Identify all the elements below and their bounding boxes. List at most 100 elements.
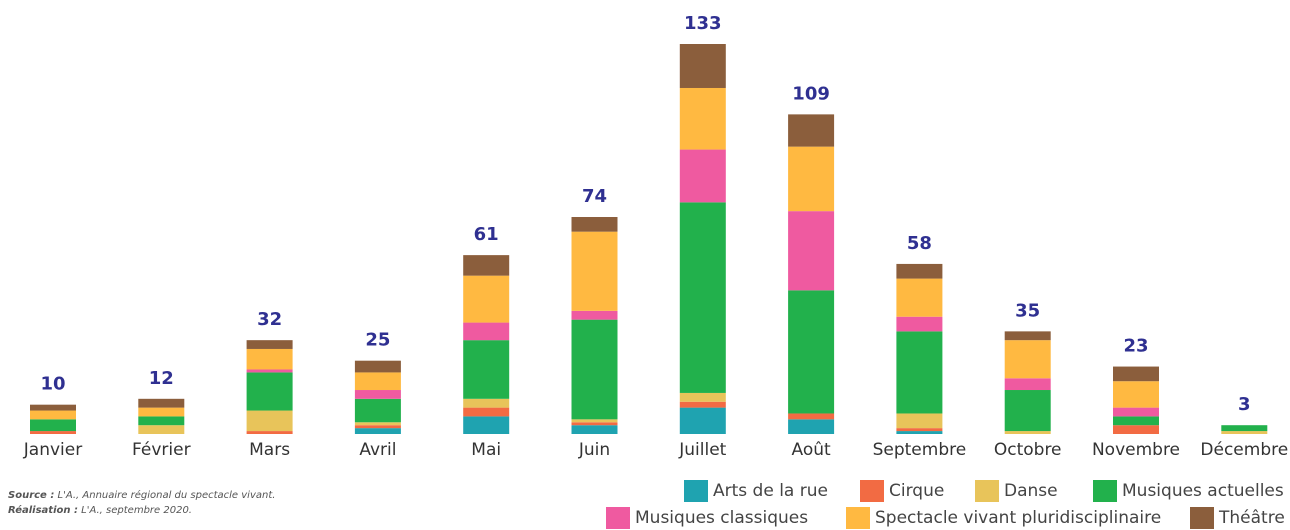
bar-segment (1004, 331, 1051, 341)
bar-segment (246, 431, 293, 434)
x-tick-label: Juillet (678, 440, 726, 460)
bar-segment (246, 348, 293, 370)
bar-segment (896, 316, 943, 332)
bar-segment (679, 407, 726, 434)
bar-segment (30, 419, 76, 432)
bar-segment (1004, 340, 1051, 379)
bar-segment (571, 319, 618, 420)
bar-segment (463, 255, 510, 276)
bar-segment (679, 202, 726, 393)
bar-segment (1221, 431, 1268, 434)
bar-segment (354, 425, 401, 429)
bar-segment (1113, 407, 1159, 417)
total-label: 23 (1123, 336, 1148, 357)
bar-segment (354, 372, 401, 391)
credit: Réalisation : L'A., septembre 2020. (8, 504, 192, 516)
bar-segment (571, 419, 618, 423)
legend-label: Théâtre (1218, 508, 1285, 528)
bar-segment (571, 217, 618, 232)
bar-segment (679, 87, 726, 150)
bar-segment (788, 413, 835, 420)
x-tick-label: Octobre (994, 440, 1062, 460)
x-tick-label: Février (132, 440, 191, 460)
source: Source : L'A., Annuaire régional du spec… (8, 489, 275, 501)
bar-segment (1113, 366, 1159, 382)
legend-swatch (606, 507, 630, 529)
x-tick-label: Juin (578, 440, 610, 460)
total-label: 35 (1015, 300, 1040, 321)
legend-swatch (1190, 507, 1214, 529)
legend-swatch (860, 480, 884, 502)
bar-segment (679, 149, 726, 203)
total-label: 74 (582, 186, 607, 207)
bar-segment (896, 263, 943, 279)
credit-label: Réalisation : (8, 504, 78, 516)
bar-segment (30, 404, 76, 411)
bar-segment (896, 278, 943, 317)
bar-segment (788, 419, 835, 434)
legend-swatch (1093, 480, 1117, 502)
total-label: 25 (365, 330, 390, 351)
total-label: 10 (40, 374, 65, 395)
total-label: 109 (792, 83, 830, 104)
bar-segment (896, 431, 943, 434)
legend-label: Danse (1004, 481, 1058, 501)
legend-label: Spectacle vivant pluridisciplinaire (875, 508, 1161, 528)
bar-segment (354, 398, 401, 423)
bar-segment (1004, 431, 1051, 434)
bar-segment (896, 413, 943, 429)
bar-segment (463, 322, 510, 341)
bar-segment (354, 428, 401, 434)
bar-segment (679, 401, 726, 408)
bar-segment (571, 310, 618, 320)
bar-segment (463, 340, 510, 399)
bar-segment (246, 369, 293, 373)
x-tick-label: Août (792, 440, 832, 460)
legend-swatch (846, 507, 870, 529)
bar-segment (788, 211, 835, 291)
x-tick-label: Novembre (1092, 440, 1180, 460)
credit-text: L'A., septembre 2020. (81, 505, 192, 516)
bar-segment (354, 422, 401, 426)
total-label: 12 (149, 368, 174, 389)
bar-segment (354, 360, 401, 373)
bar-segment (463, 398, 510, 408)
bar-segment (138, 416, 185, 426)
bar-segment (788, 114, 835, 147)
bar-segment (571, 231, 618, 311)
source-text: L'A., Annuaire régional du spectacle viv… (58, 489, 276, 501)
bar-segment (788, 146, 835, 212)
bar-segment (571, 422, 618, 426)
bar-segment (679, 392, 726, 402)
bar-segment (1004, 390, 1051, 432)
legend-label: Musiques actuelles (1122, 481, 1284, 501)
x-tick-label: Septembre (873, 440, 967, 460)
bar-segment (896, 428, 943, 432)
bar-segment (571, 425, 618, 434)
x-tick-label: Avril (359, 440, 396, 460)
bar-segment (463, 275, 510, 323)
bar-segment (1113, 425, 1159, 434)
bar-segment (896, 331, 943, 414)
total-label: 61 (474, 224, 499, 245)
source-label: Source : (8, 490, 54, 501)
legend-label: Musiques classiques (635, 508, 808, 528)
total-label: 32 (257, 309, 282, 330)
legend-swatch (684, 480, 708, 502)
legend-swatch (975, 480, 999, 502)
legend-label: Cirque (889, 481, 944, 501)
bar-segment (30, 410, 76, 420)
total-label: 3 (1238, 394, 1251, 415)
x-tick-label: Mai (471, 440, 501, 460)
bar-segment (138, 407, 185, 417)
x-tick-label: Décembre (1200, 440, 1288, 460)
total-label: 58 (907, 233, 932, 254)
bar-segment (1113, 416, 1159, 426)
x-tick-label: Mars (249, 440, 290, 460)
x-tick-label: Janvier (23, 440, 82, 460)
bar-segment (463, 407, 510, 417)
total-label: 133 (684, 13, 722, 34)
bar-segment (246, 340, 293, 349)
bar-segment (138, 398, 185, 408)
